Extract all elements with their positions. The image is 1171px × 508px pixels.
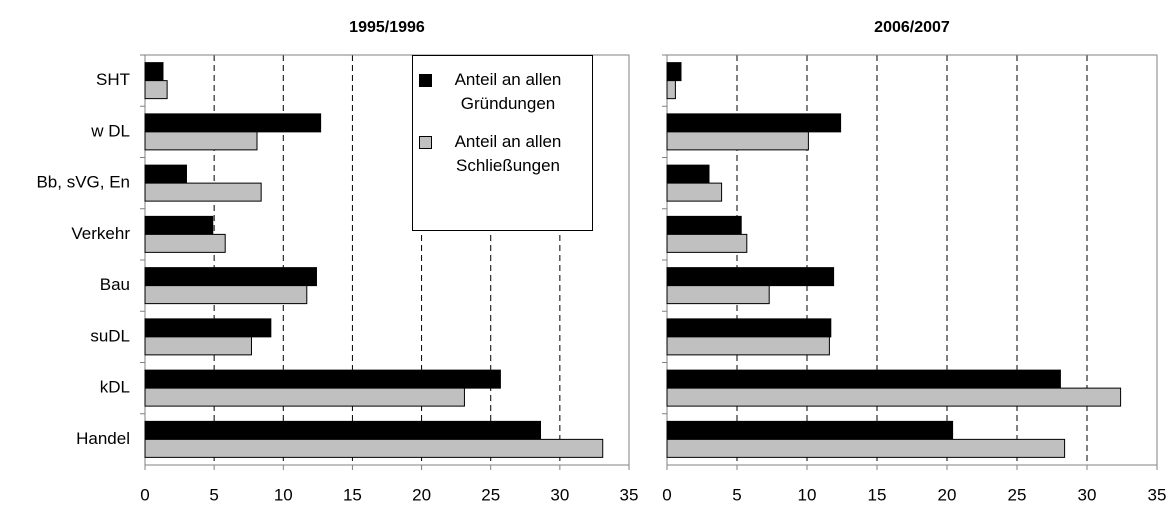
x-tick-label: 35 xyxy=(620,485,639,504)
bar xyxy=(144,182,262,202)
x-tick-label: 10 xyxy=(798,485,817,504)
bar xyxy=(144,387,465,407)
x-tick-label: 20 xyxy=(938,485,957,504)
bar xyxy=(144,369,501,389)
y-tick-label: Handel xyxy=(76,429,130,448)
y-tick-label: Bb, sVG, En xyxy=(36,173,130,192)
x-tick-label: 15 xyxy=(868,485,887,504)
bar xyxy=(666,318,832,338)
bar xyxy=(144,113,322,133)
x-tick-label: 30 xyxy=(550,485,569,504)
x-tick-label: 30 xyxy=(1078,485,1097,504)
bar xyxy=(666,369,1061,389)
y-tick-label: SHT xyxy=(96,70,130,89)
x-tick-label: 0 xyxy=(662,485,671,504)
chart-title: 1995/1996 xyxy=(349,19,425,36)
bar xyxy=(144,164,187,184)
bar xyxy=(666,233,748,253)
legend-swatch xyxy=(419,74,432,87)
x-tick-label: 5 xyxy=(209,485,218,504)
y-tick-label: Verkehr xyxy=(71,224,130,243)
bar xyxy=(144,131,258,151)
bar xyxy=(144,336,252,356)
legend-item: Anteil an allen Gründungen xyxy=(419,68,586,116)
x-tick-label: 25 xyxy=(1008,485,1027,504)
bar xyxy=(144,233,226,253)
bar xyxy=(666,113,842,133)
bar xyxy=(144,62,164,82)
legend: Anteil an allen Gründungen Anteil an alle… xyxy=(412,55,593,231)
y-tick-label: Bau xyxy=(100,275,130,294)
bar xyxy=(144,420,541,440)
bar xyxy=(666,182,723,202)
bar xyxy=(144,318,272,338)
x-tick-label: 0 xyxy=(140,485,149,504)
x-tick-label: 15 xyxy=(343,485,362,504)
y-tick-label: kDL xyxy=(100,378,130,397)
x-tick-label: 35 xyxy=(1148,485,1167,504)
bar xyxy=(144,80,168,100)
bar xyxy=(666,438,1066,458)
bar xyxy=(666,62,682,82)
bar xyxy=(666,215,742,235)
bar xyxy=(144,285,308,305)
bar xyxy=(666,336,830,356)
y-tick-label: w DL xyxy=(90,121,130,140)
bar xyxy=(666,267,835,287)
bar xyxy=(666,164,710,184)
legend-label: Anteil an allen Gründungen xyxy=(454,70,562,113)
y-tick-label: suDL xyxy=(90,326,130,345)
legend-item: Anteil an allen Schließungen xyxy=(419,130,586,178)
bar xyxy=(144,438,604,458)
x-tick-label: 25 xyxy=(481,485,500,504)
bar xyxy=(666,80,676,100)
legend-label: Anteil an allen Schließungen xyxy=(454,132,562,175)
bar xyxy=(666,131,809,151)
x-tick-label: 20 xyxy=(412,485,431,504)
chart-title: 2006/2007 xyxy=(874,19,950,36)
x-tick-label: 10 xyxy=(274,485,293,504)
bar xyxy=(666,285,770,305)
bar xyxy=(144,267,317,287)
x-tick-label: 5 xyxy=(732,485,741,504)
bar xyxy=(666,387,1122,407)
bar xyxy=(144,215,214,235)
legend-swatch xyxy=(419,136,432,149)
bar xyxy=(666,420,954,440)
